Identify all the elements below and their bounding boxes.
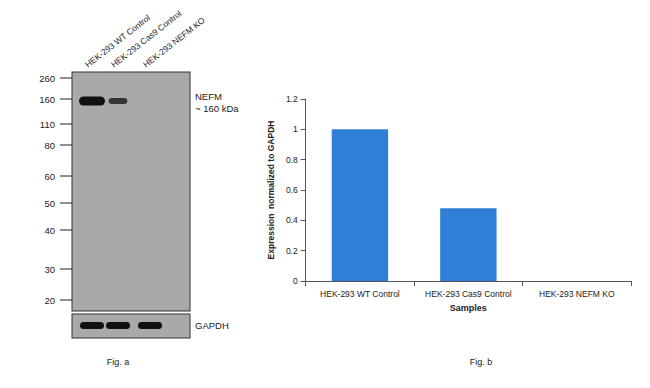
svg-text:HEK-293 WT Control: HEK-293 WT Control xyxy=(83,12,152,70)
svg-text:80: 80 xyxy=(44,140,55,151)
svg-text:HEK-293 NEFM KO: HEK-293 NEFM KO xyxy=(141,15,207,70)
svg-text:260: 260 xyxy=(39,73,55,84)
svg-text:1.2: 1.2 xyxy=(286,94,298,104)
svg-text:Fig. b: Fig. b xyxy=(470,357,493,367)
svg-text:20: 20 xyxy=(44,295,55,306)
svg-text:160: 160 xyxy=(39,94,55,105)
svg-text:GAPDH: GAPDH xyxy=(195,320,229,331)
svg-text:0.4: 0.4 xyxy=(286,215,298,225)
svg-text:~ 160 kDa: ~ 160 kDa xyxy=(195,103,239,114)
svg-text:110: 110 xyxy=(40,119,55,130)
svg-text:HEK-293 NEFM KO: HEK-293 NEFM KO xyxy=(539,289,615,299)
svg-text:60: 60 xyxy=(44,171,55,182)
svg-text:1: 1 xyxy=(293,124,298,134)
svg-text:HEK-293 Cas9 Control: HEK-293 Cas9 Control xyxy=(109,8,184,70)
svg-text:0.6: 0.6 xyxy=(286,185,298,195)
svg-text:50: 50 xyxy=(44,198,55,209)
svg-text:Expression normalized to GAPD: Expression normalized to GAPDH xyxy=(266,121,276,260)
svg-text:0.8: 0.8 xyxy=(286,155,298,165)
svg-text:HEK-293 Cas9 Control: HEK-293 Cas9 Control xyxy=(425,289,512,299)
svg-text:30: 30 xyxy=(44,264,55,275)
svg-text:HEK-293 WT Control: HEK-293 WT Control xyxy=(320,289,400,299)
svg-text:0: 0 xyxy=(293,276,298,286)
svg-text:0.2: 0.2 xyxy=(286,246,298,256)
svg-text:Samples: Samples xyxy=(450,303,487,313)
svg-text:NEFM: NEFM xyxy=(195,91,222,102)
svg-text:40: 40 xyxy=(44,225,55,236)
svg-text:Fig. a: Fig. a xyxy=(107,357,130,367)
